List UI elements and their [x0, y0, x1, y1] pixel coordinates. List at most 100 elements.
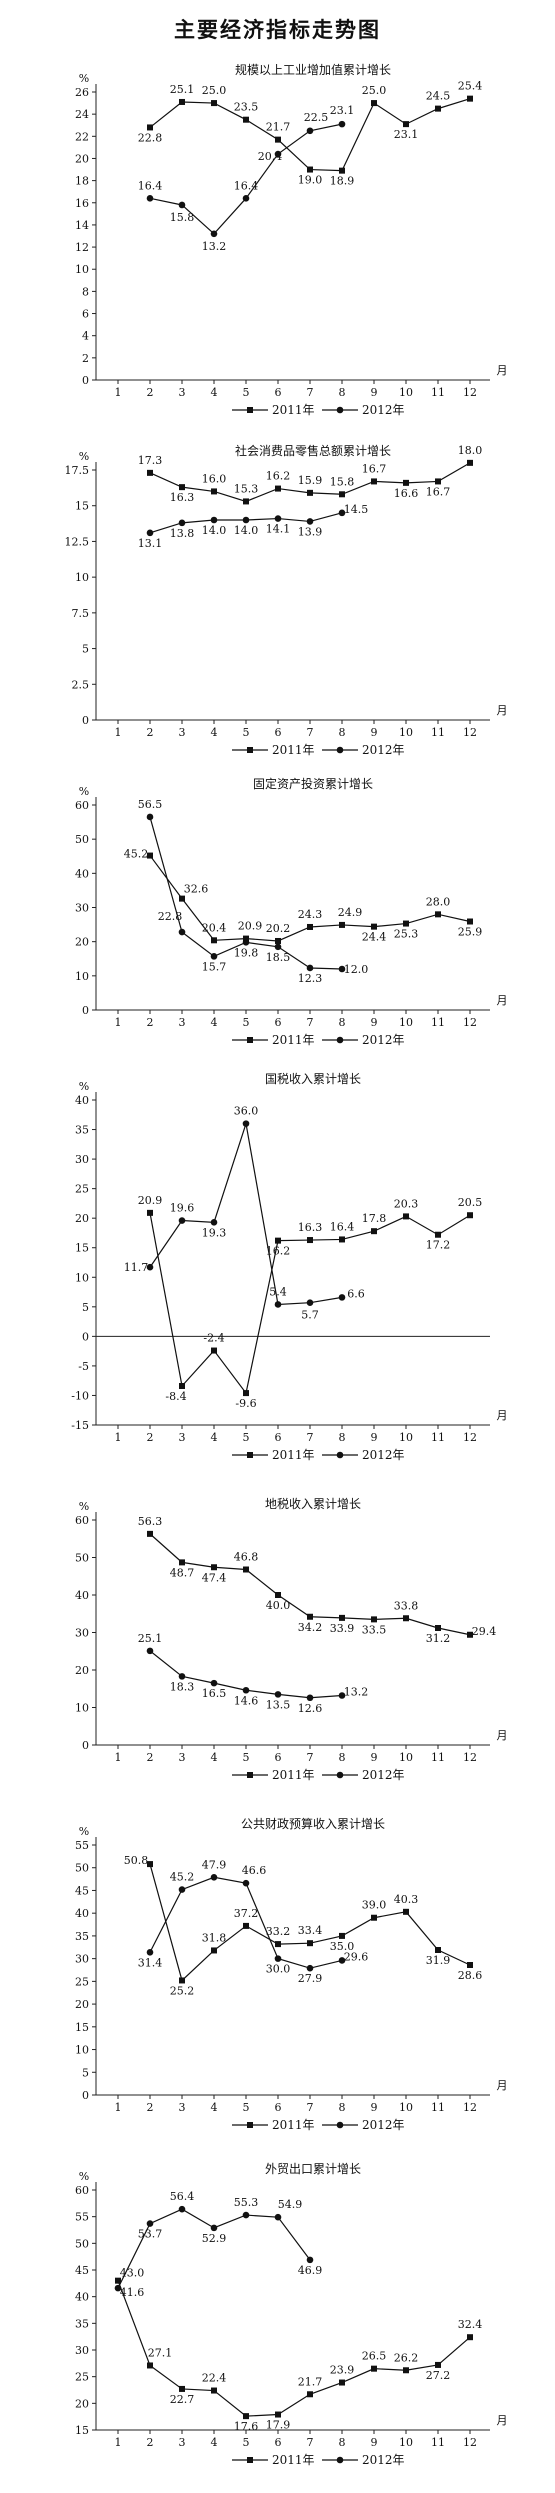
x-tick-label: 7 [307, 1751, 314, 1764]
point-marker-2011 [147, 852, 153, 859]
x-tick-label: 1 [115, 726, 122, 739]
y-tick-label: 20 [75, 152, 89, 165]
data-label: 56.3 [138, 1515, 163, 1528]
legend-label-2011: 2011年 [272, 1448, 315, 1462]
point-marker-2012 [178, 1673, 186, 1680]
x-tick-label: 1 [115, 2101, 122, 2114]
x-tick-label: 2 [147, 1751, 154, 1764]
data-label: -2.4 [203, 1332, 224, 1345]
data-label: 29.6 [344, 1950, 369, 1963]
data-label: 15.8 [170, 211, 195, 224]
point-marker-2011 [467, 95, 473, 102]
point-marker-2012 [210, 1219, 218, 1226]
point-marker-2011 [435, 911, 441, 918]
y-tick-label: 10 [75, 1702, 89, 1715]
point-marker-2011 [339, 167, 345, 174]
legend-label-2011: 2011年 [272, 2118, 315, 2132]
data-label: 19.8 [234, 946, 259, 959]
y-tick-label: 0 [82, 1330, 89, 1343]
point-marker-2011 [147, 1530, 153, 1537]
x-tick-label: 2 [147, 2101, 154, 2114]
point-marker-2012 [274, 1691, 282, 1698]
data-label: 22.5 [304, 111, 329, 124]
data-label: 15.8 [330, 475, 355, 488]
legend-marker-2011 [247, 1772, 253, 1778]
point-marker-2011 [211, 488, 217, 495]
x-tick-label: 4 [211, 1751, 218, 1764]
x-tick-label: 1 [115, 1431, 122, 1444]
legend-label-2011: 2011年 [272, 1033, 315, 1047]
point-marker-2011 [243, 1922, 249, 1929]
point-marker-2012 [210, 230, 218, 238]
point-marker-2012 [242, 939, 250, 946]
point-marker-2011 [307, 923, 313, 930]
data-label: 55.3 [234, 2196, 259, 2209]
point-marker-2012 [178, 1886, 186, 1893]
data-label: 39.0 [362, 1899, 387, 1912]
data-label: 16.2 [266, 1245, 291, 1258]
y-tick-label: 60 [75, 2184, 89, 2197]
y-tick-label: 5 [82, 1301, 89, 1314]
data-label: 56.4 [170, 2190, 195, 2203]
point-marker-2011 [179, 2385, 185, 2392]
y-axis-unit: % [79, 2170, 89, 2183]
point-marker-2012 [242, 195, 250, 202]
data-label: 18.0 [458, 444, 483, 457]
x-tick-label: 8 [339, 1016, 346, 1029]
y-tick-label: 2 [82, 352, 89, 365]
point-marker-2011 [275, 2411, 281, 2418]
legend-label-2011: 2011年 [272, 743, 315, 757]
y-tick-label: 0 [82, 2089, 89, 2102]
x-tick-label: 12 [463, 1431, 477, 1444]
point-marker-2012 [210, 953, 218, 960]
series-line-2011 [149, 98, 471, 172]
point-marker-2011 [179, 1559, 185, 1566]
x-tick-label: 6 [275, 2101, 282, 2114]
point-marker-2011 [211, 937, 217, 944]
y-tick-label: 10 [75, 263, 89, 276]
data-label: 16.0 [202, 472, 227, 485]
legend-marker-2012 [336, 1036, 344, 1044]
point-marker-2012 [274, 1955, 282, 1962]
y-axis-unit: % [79, 1500, 89, 1513]
data-label: 20.2 [266, 922, 291, 935]
data-label: 13.2 [202, 240, 227, 253]
x-tick-label: 11 [431, 1431, 445, 1444]
data-label: 17.3 [138, 454, 163, 467]
x-tick-label: 5 [243, 386, 250, 399]
y-tick-label: 17.5 [65, 464, 90, 477]
chart-title: 社会消费品零售总额累计增长 [235, 443, 391, 458]
y-tick-label: 26 [75, 86, 89, 99]
point-marker-2012 [242, 516, 250, 524]
data-label: 28.6 [458, 1969, 483, 1982]
data-label: 15.3 [234, 482, 259, 495]
point-marker-2011 [211, 100, 217, 107]
x-tick-label: 2 [147, 2436, 154, 2449]
data-label: -9.6 [235, 1397, 256, 1410]
data-label: 16.4 [234, 179, 259, 192]
data-label: 47.9 [202, 1858, 227, 1871]
x-tick-label: 12 [463, 2436, 477, 2449]
point-marker-2011 [339, 1614, 345, 1621]
point-marker-2011 [147, 469, 153, 476]
x-tick-label: 4 [211, 386, 218, 399]
point-marker-2012 [242, 2211, 250, 2219]
y-tick-label: 22 [75, 130, 89, 143]
legend-label-2011: 2011年 [272, 1768, 315, 1782]
data-label: 31.9 [426, 1954, 451, 1967]
x-tick-label: 3 [179, 1751, 186, 1764]
point-marker-2012 [178, 2205, 186, 2213]
chart-title: 外贸出口累计增长 [265, 2162, 361, 2176]
point-marker-2011 [307, 1613, 313, 1620]
y-tick-label: 6 [82, 308, 89, 321]
x-tick-label: 5 [243, 2436, 250, 2449]
data-label: 26.2 [394, 2351, 419, 2364]
data-label: 25.4 [458, 80, 483, 93]
data-label: 24.4 [362, 931, 387, 944]
point-marker-2011 [243, 1390, 249, 1397]
point-marker-2011 [371, 1914, 377, 1921]
legend-marker-2011 [247, 407, 253, 413]
data-label: 5.4 [269, 1285, 287, 1298]
